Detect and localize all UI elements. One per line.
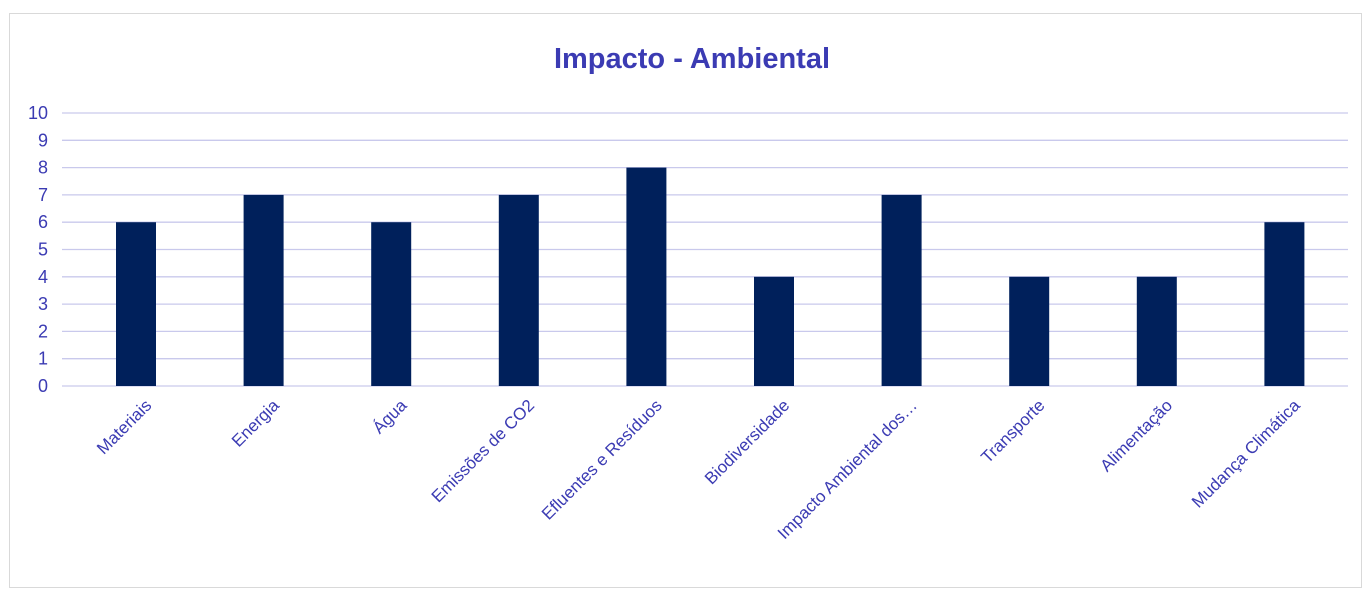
chart-frame <box>9 13 1362 588</box>
x-tick-label: Impacto Ambiental dos… <box>774 396 921 543</box>
x-axis-ticks: Materiais Energia Água Emissões de CO2 Eflue… <box>93 395 1304 542</box>
bars <box>116 167 1305 386</box>
x-tick-label: Alimentação <box>1097 396 1177 476</box>
bar-1 <box>243 194 284 386</box>
y-tick-label: 1 <box>38 349 48 369</box>
x-tick-label: Mudança Climática <box>1188 395 1304 511</box>
x-tick-label: Transporte <box>977 396 1048 467</box>
y-tick-label: 9 <box>38 130 48 150</box>
bar-9 <box>1264 222 1305 386</box>
bar-8 <box>1136 276 1177 386</box>
bar-7 <box>1009 276 1050 386</box>
y-tick-label: 7 <box>38 185 48 205</box>
x-tick-label: Água <box>369 395 411 437</box>
x-tick-label: Materiais <box>93 396 155 458</box>
y-axis-ticks: 0 1 2 3 4 5 6 7 8 9 10 <box>28 103 48 396</box>
y-tick-label: 5 <box>38 240 48 260</box>
x-tick-label: Energia <box>228 396 283 451</box>
bar-4 <box>626 167 667 386</box>
y-tick-label: 0 <box>38 376 48 396</box>
y-tick-label: 4 <box>38 267 48 287</box>
y-tick-label: 8 <box>38 158 48 178</box>
chart-title: Impacto - Ambiental <box>554 43 830 75</box>
bar-3 <box>498 194 539 386</box>
x-tick-label: Efluentes e Resíduos <box>538 396 666 524</box>
bar-5 <box>754 276 794 386</box>
bar-2 <box>371 222 412 386</box>
x-tick-label: Emissões de CO2 <box>428 396 538 506</box>
y-tick-label: 10 <box>28 103 48 123</box>
x-tick-label: Biodiversidade <box>701 396 793 488</box>
y-tick-label: 2 <box>38 321 48 341</box>
y-tick-label: 3 <box>38 294 48 314</box>
bar-6 <box>881 194 922 386</box>
bar-0 <box>116 222 156 386</box>
y-tick-label: 6 <box>38 212 48 232</box>
